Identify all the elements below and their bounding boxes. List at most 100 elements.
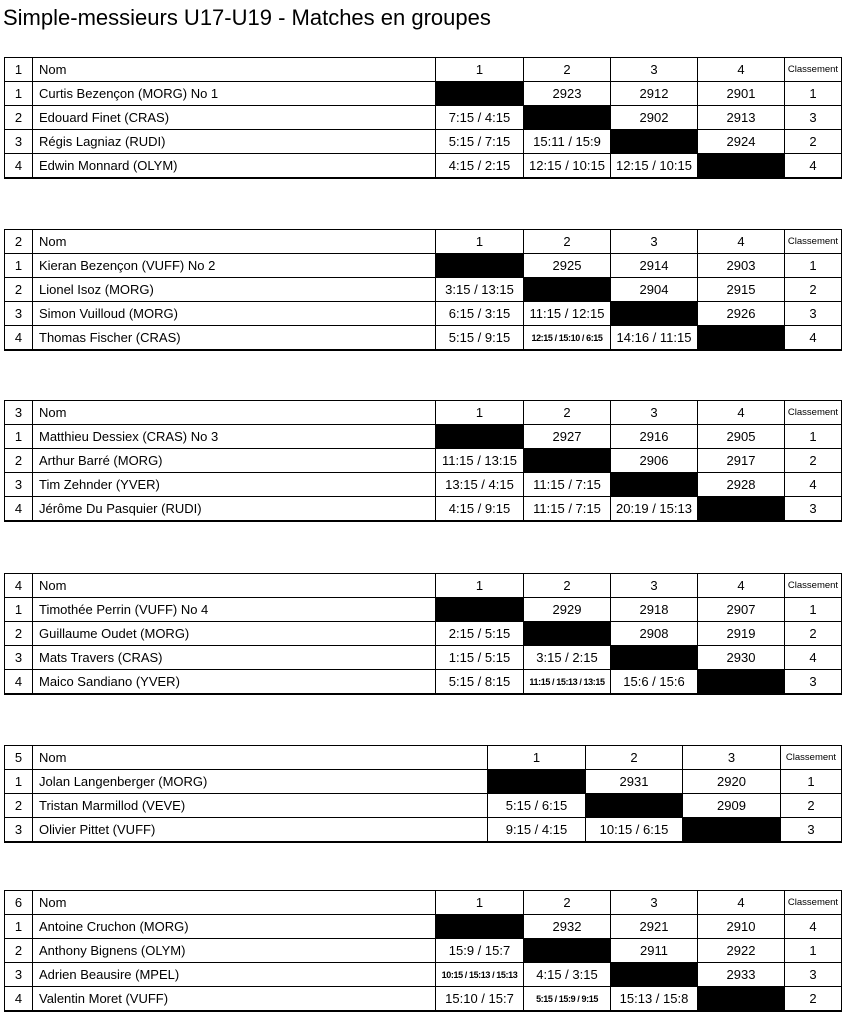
match-column-header: 2 (523, 573, 611, 598)
self-match-cell (523, 938, 611, 963)
match-result-cell: 2914 (610, 253, 698, 278)
match-result-cell: 2928 (697, 472, 785, 497)
player-name: Anthony Bignens (OLYM) (32, 938, 436, 963)
classement-value: 3 (784, 962, 842, 987)
nom-column-header: Nom (32, 57, 436, 82)
player-position: 4 (4, 986, 33, 1012)
page-title: Simple-messieurs U17-U19 - Matches en gr… (3, 5, 491, 30)
match-result-cell: 11:15 / 12:15 (523, 301, 611, 326)
match-result-cell: 2926 (697, 301, 785, 326)
classement-value: 1 (784, 938, 842, 963)
match-result-cell: 2903 (697, 253, 785, 278)
match-result-cell: 2901 (697, 81, 785, 106)
group-number: 5 (4, 745, 33, 770)
match-column-header: 2 (585, 745, 683, 770)
match-result-cell: 5:15 / 15:9 / 9:15 (523, 986, 611, 1012)
player-name: Simon Vuilloud (MORG) (32, 301, 436, 326)
player-row: 4 Jérôme Du Pasquier (RUDI) 4:15 / 9:15 11:… (4, 496, 842, 522)
player-name: Maico Sandiano (YVER) (32, 669, 436, 695)
match-result-cell: 2904 (610, 277, 698, 302)
classement-value: 3 (784, 105, 842, 130)
self-match-cell (682, 817, 781, 843)
match-result-cell: 2924 (697, 129, 785, 154)
player-name: Matthieu Dessiex (CRAS) No 3 (32, 424, 436, 449)
classement-column-header: Classement (784, 400, 842, 425)
self-match-cell (697, 669, 785, 695)
match-result-cell: 15:9 / 15:7 (435, 938, 524, 963)
group-number: 3 (4, 400, 33, 425)
player-row: 3 Tim Zehnder (YVER) 13:15 / 4:15 11:15 / 7… (4, 472, 842, 497)
match-result-cell: 11:15 / 13:15 (435, 448, 524, 473)
self-match-cell (487, 769, 586, 794)
self-match-cell (697, 496, 785, 522)
player-position: 1 (4, 81, 33, 106)
match-result-cell: 2915 (697, 277, 785, 302)
match-result-cell: 2908 (610, 621, 698, 646)
player-row: 4 Maico Sandiano (YVER) 5:15 / 8:15 11:15 /… (4, 669, 842, 695)
classement-column-header: Classement (784, 890, 842, 915)
player-row: 1 Jolan Langenberger (MORG) 2931 2920 1 (4, 769, 842, 794)
classement-column-header: Classement (780, 745, 842, 770)
player-position: 4 (4, 496, 33, 522)
self-match-cell (523, 277, 611, 302)
classement-value: 4 (784, 645, 842, 670)
player-position: 2 (4, 105, 33, 130)
match-column-header: 4 (697, 57, 785, 82)
match-column-header: 3 (610, 57, 698, 82)
match-column-header: 3 (682, 745, 781, 770)
match-result-cell: 2929 (523, 597, 611, 622)
player-row: 2 Edouard Finet (CRAS) 7:15 / 4:15 2902 2913… (4, 105, 842, 130)
match-result-cell: 5:15 / 7:15 (435, 129, 524, 154)
match-result-cell: 7:15 / 4:15 (435, 105, 524, 130)
group-header-row: 2 Nom 1 2 3 4 Classement (4, 229, 842, 254)
match-result-cell: 2918 (610, 597, 698, 622)
player-name: Antoine Cruchon (MORG) (32, 914, 436, 939)
match-result-cell: 4:15 / 3:15 (523, 962, 611, 987)
self-match-cell (610, 301, 698, 326)
player-row: 4 Edwin Monnard (OLYM) 4:15 / 2:15 12:15 / … (4, 153, 842, 179)
group-header-row: 4 Nom 1 2 3 4 Classement (4, 573, 842, 598)
self-match-cell (585, 793, 683, 818)
player-name: Jérôme Du Pasquier (RUDI) (32, 496, 436, 522)
match-result-cell: 2917 (697, 448, 785, 473)
match-result-cell: 2916 (610, 424, 698, 449)
match-result-cell: 2902 (610, 105, 698, 130)
classement-value: 2 (784, 277, 842, 302)
player-position: 2 (4, 448, 33, 473)
classement-value: 2 (780, 793, 842, 818)
match-column-header: 3 (610, 573, 698, 598)
player-position: 2 (4, 621, 33, 646)
match-result-cell: 5:15 / 8:15 (435, 669, 524, 695)
classement-value: 3 (784, 301, 842, 326)
player-row: 3 Adrien Beausire (MPEL) 10:15 / 15:13 / 1… (4, 962, 842, 987)
classement-value: 2 (784, 448, 842, 473)
classement-value: 3 (784, 496, 842, 522)
match-result-cell: 2913 (697, 105, 785, 130)
match-result-cell: 2909 (682, 793, 781, 818)
match-result-cell: 20:19 / 15:13 (610, 496, 698, 522)
match-column-header: 4 (697, 229, 785, 254)
group-header-row: 1 Nom 1 2 3 4 Classement (4, 57, 842, 82)
player-row: 3 Régis Lagniaz (RUDI) 5:15 / 7:15 15:11 / … (4, 129, 842, 154)
nom-column-header: Nom (32, 890, 436, 915)
group-header-row: 5 Nom 1 2 3 Classement (4, 745, 842, 770)
match-result-cell: 11:15 / 7:15 (523, 496, 611, 522)
player-position: 2 (4, 793, 33, 818)
match-column-header: 2 (523, 400, 611, 425)
player-position: 3 (4, 645, 33, 670)
match-column-header: 3 (610, 400, 698, 425)
match-result-cell: 2922 (697, 938, 785, 963)
player-name: Mats Travers (CRAS) (32, 645, 436, 670)
match-result-cell: 12:15 / 15:10 / 6:15 (523, 325, 611, 351)
player-row: 1 Matthieu Dessiex (CRAS) No 3 2927 2916 290… (4, 424, 842, 449)
classement-value: 3 (784, 669, 842, 695)
match-column-header: 1 (435, 890, 524, 915)
group-table: 5 Nom 1 2 3 Classement 1 Jolan Langenberger (MO… (4, 745, 842, 843)
group-table: 6 Nom 1 2 3 4 Classement 1 Antoine Cruchon (MORG… (4, 890, 842, 1012)
self-match-cell (697, 153, 785, 179)
group-number: 2 (4, 229, 33, 254)
match-result-cell: 1:15 / 5:15 (435, 645, 524, 670)
player-position: 1 (4, 769, 33, 794)
player-row: 1 Antoine Cruchon (MORG) 2932 2921 2910 4 (4, 914, 842, 939)
